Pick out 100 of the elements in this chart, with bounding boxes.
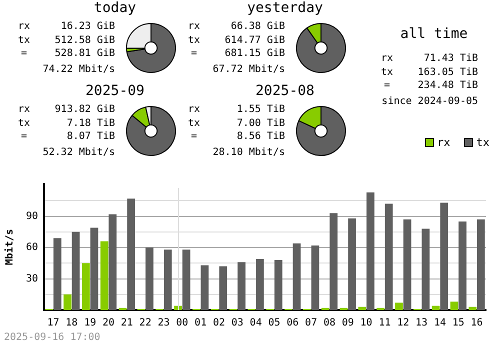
bar xyxy=(164,250,172,310)
bar xyxy=(440,202,448,310)
x-tick-label: 12 xyxy=(397,318,410,329)
bar xyxy=(274,260,282,310)
text: 913.82 GiB xyxy=(54,103,115,116)
text: = xyxy=(190,130,198,144)
bar xyxy=(64,294,72,310)
bar xyxy=(182,250,190,310)
bar xyxy=(468,306,477,310)
text: 71.43 TiB xyxy=(424,52,478,66)
bar xyxy=(358,306,366,310)
bar xyxy=(100,241,108,310)
x-tick-label: 06 xyxy=(286,318,299,329)
x-tick-label: 11 xyxy=(378,318,391,329)
text: tx xyxy=(16,116,32,130)
text: = xyxy=(190,47,198,60)
x-tick-label: 17 xyxy=(47,318,60,329)
x-tick-label: 07 xyxy=(305,318,318,329)
text: 512.58 GiB xyxy=(54,34,115,47)
bar xyxy=(432,306,440,310)
y-axis-title: Mbit/s xyxy=(4,228,16,266)
text: rx xyxy=(16,20,32,34)
x-tick-label: 13 xyxy=(416,318,428,329)
text: 74.22 Mbit/s xyxy=(42,62,115,76)
text: since 2024-09-05 xyxy=(380,94,478,108)
bar xyxy=(90,228,98,310)
x-tick-label: 05 xyxy=(268,318,280,329)
chart-title: 2025-08 xyxy=(254,83,316,101)
y-tick-label: 60 xyxy=(26,242,38,254)
x-tick-label: 21 xyxy=(120,318,133,329)
bar xyxy=(146,248,154,310)
chart-title: yesterday xyxy=(246,0,324,18)
text: 1.55 TiB xyxy=(236,103,285,116)
bar xyxy=(403,219,412,310)
bar xyxy=(53,238,62,310)
x-tick-label: 23 xyxy=(158,318,170,329)
text: = xyxy=(20,130,28,144)
bar xyxy=(395,302,403,310)
bar xyxy=(348,218,356,310)
bar xyxy=(200,265,209,310)
text: = xyxy=(20,47,28,60)
x-tick-label: 04 xyxy=(250,318,262,329)
x-tick-label: 03 xyxy=(231,318,244,329)
text: = xyxy=(382,79,392,92)
legend-label: tx xyxy=(476,136,490,149)
bar xyxy=(72,232,80,310)
x-tick-label: 10 xyxy=(360,318,372,329)
text: tx xyxy=(186,34,202,47)
x-tick-label: 15 xyxy=(452,318,464,329)
text: 52.32 Mbit/s xyxy=(42,146,115,159)
text: tx xyxy=(16,34,32,47)
x-tick-label: 16 xyxy=(470,318,483,329)
bar xyxy=(477,219,485,310)
legend-label: rx xyxy=(437,136,450,149)
bar xyxy=(384,204,393,310)
text: 7.00 TiB xyxy=(236,116,285,130)
bar xyxy=(127,198,135,310)
text: 163.05 TiB xyxy=(418,66,478,79)
chart-title: 2025-09 xyxy=(84,83,146,101)
x-tick-label: 20 xyxy=(102,318,115,329)
bar xyxy=(108,214,117,310)
bar xyxy=(422,228,430,310)
x-tick-label: 09 xyxy=(342,318,354,329)
x-tick-label: 00 xyxy=(176,318,188,329)
text: all time xyxy=(399,26,469,42)
text: 528.81 GiB xyxy=(54,47,115,60)
chart-title: today xyxy=(92,0,138,18)
bar xyxy=(366,192,374,310)
y-tick-label: 30 xyxy=(26,273,38,284)
x-tick-label: 14 xyxy=(434,318,446,329)
text: 66.38 GiB xyxy=(230,20,285,34)
text: 16.23 GiB xyxy=(60,20,115,34)
text: 681.15 GiB xyxy=(224,47,285,60)
text: rx xyxy=(380,52,394,66)
x-tick-label: 02 xyxy=(212,318,226,329)
text: tx xyxy=(186,116,202,130)
text: 8.56 TiB xyxy=(236,130,285,144)
bar xyxy=(311,245,320,310)
text: rx xyxy=(16,103,32,116)
x-tick-label: 08 xyxy=(323,318,336,329)
text: 8.07 TiB xyxy=(66,130,115,144)
text: 614.77 GiB xyxy=(224,34,285,47)
bar xyxy=(292,243,301,310)
text: tx xyxy=(380,66,394,79)
y-tick-label: 90 xyxy=(26,210,38,222)
x-tick-label: 19 xyxy=(84,318,96,329)
x-tick-label: 01 xyxy=(194,318,207,329)
x-tick-label: 22 xyxy=(139,318,152,329)
bar xyxy=(458,221,466,310)
text: 7.18 TiB xyxy=(66,116,115,130)
text: 28.10 Mbit/s xyxy=(212,146,285,159)
bar xyxy=(82,263,90,310)
text: 67.72 Mbit/s xyxy=(212,62,285,76)
text: rx xyxy=(186,103,202,116)
x-tick-label: 18 xyxy=(66,318,78,329)
text: 234.48 TiB xyxy=(418,79,478,92)
bar xyxy=(219,266,228,310)
bar xyxy=(450,302,458,310)
bar xyxy=(238,262,246,310)
bar xyxy=(256,258,264,310)
